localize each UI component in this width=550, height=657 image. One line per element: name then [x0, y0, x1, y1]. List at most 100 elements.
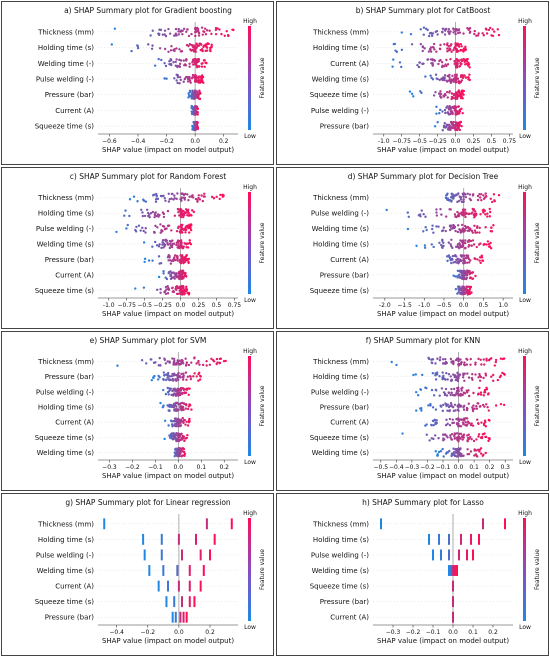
shap-point [473, 229, 477, 232]
shap-point [465, 62, 468, 66]
shap-point [436, 357, 439, 360]
colorbar [248, 518, 251, 621]
chart-svg: f) SHAP Summary plot for KNN Thickness (m… [310, 336, 541, 480]
shap-point [470, 291, 473, 294]
shap-point [459, 393, 463, 396]
x-tick-label: 0.0 [459, 302, 469, 309]
shap-point [168, 32, 172, 35]
shap-point [459, 230, 463, 233]
shap-point [452, 565, 454, 576]
shap-point [202, 565, 205, 576]
shap-point [424, 386, 427, 389]
shap-point [182, 228, 186, 232]
shap-point [441, 64, 444, 67]
shap-point [447, 30, 450, 33]
shap-point [453, 62, 456, 66]
shap-point [460, 58, 463, 61]
shap-point [468, 73, 471, 76]
shap-point [459, 418, 463, 421]
shap-point [450, 391, 453, 395]
x-tick-label: 1.0 [498, 302, 508, 309]
shap-point [208, 363, 212, 366]
shap-point [170, 375, 174, 378]
shap-point [175, 243, 178, 247]
shap-point [476, 258, 479, 261]
shap-point [454, 106, 457, 109]
x-tick-label: 0.0 [174, 464, 184, 471]
shap-point [449, 243, 452, 246]
shap-point [432, 394, 436, 397]
shap-point [177, 244, 180, 247]
shap-point [173, 77, 176, 80]
feature-label: Pulse welding (-) [36, 388, 94, 396]
shap-point [469, 285, 473, 289]
shap-point [450, 387, 453, 391]
shap-point [470, 437, 473, 441]
shap-point [453, 432, 456, 435]
shap-point [473, 32, 476, 36]
shap-point [447, 405, 451, 409]
shap-point [184, 231, 187, 234]
shap-point [481, 259, 485, 263]
x-tick-label: −0.3 [405, 464, 420, 471]
shap-point [461, 242, 465, 245]
shap-point [496, 378, 500, 382]
shap-point [143, 214, 147, 218]
shap-point [201, 33, 205, 36]
shap-point [439, 90, 442, 93]
shap-point [471, 211, 474, 214]
shap-point [459, 198, 463, 201]
shap-point [168, 360, 171, 363]
shap-point [182, 293, 186, 296]
shap-point [453, 437, 456, 440]
shap-point [417, 65, 421, 69]
chart-svg: e) SHAP Summary plot for SVM Thickness (m… [35, 336, 266, 480]
shap-point [197, 57, 201, 61]
shap-point [203, 27, 207, 30]
shap-point [186, 407, 190, 411]
shap-point [471, 277, 474, 280]
shap-point [178, 75, 182, 79]
shap-point [491, 379, 495, 382]
shap-point [194, 111, 198, 114]
shap-point [173, 254, 177, 257]
shap-point [167, 404, 170, 407]
shap-point [430, 243, 433, 246]
shap-point [471, 194, 475, 197]
shap-point [176, 192, 179, 195]
shap-point [450, 238, 453, 241]
shap-point [455, 432, 459, 435]
shap-point [434, 374, 437, 377]
shap-point [455, 48, 459, 51]
shap-point [439, 356, 442, 359]
shap-point [153, 64, 157, 67]
shap-point [454, 447, 458, 451]
shap-point [176, 359, 179, 362]
feature-label: Pressure (bar) [320, 123, 369, 131]
shap-point [190, 209, 194, 212]
shap-point [434, 73, 438, 76]
shap-point [159, 401, 162, 405]
shap-point [445, 371, 448, 375]
shap-point [452, 580, 454, 592]
x-tick-label: 0.0 [176, 302, 186, 309]
feature-label: Welding time (s) [37, 241, 95, 249]
shap-point [182, 286, 185, 290]
shap-point [456, 112, 460, 116]
shap-point [162, 371, 166, 374]
shap-point [113, 27, 117, 30]
shap-point [456, 44, 459, 47]
shap-point [432, 549, 434, 561]
x-tick-label: −0.4 [109, 629, 124, 636]
shap-point [141, 211, 144, 214]
shap-point [451, 112, 454, 116]
shap-point [173, 256, 176, 259]
shap-point [429, 74, 432, 77]
shap-point [492, 224, 495, 227]
shap-point [445, 58, 448, 62]
shap-point [165, 77, 168, 80]
shap-point [205, 61, 208, 65]
shap-point [446, 259, 449, 263]
shap-point [474, 274, 477, 278]
shap-point [174, 611, 177, 623]
